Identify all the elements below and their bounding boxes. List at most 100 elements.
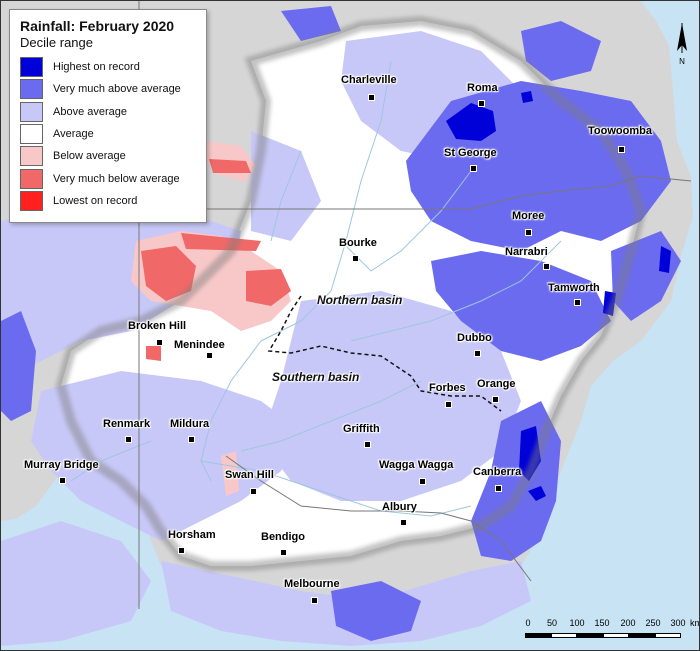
legend-swatch [20,190,43,211]
place-label: Griffith [343,423,380,435]
place-marker [543,263,550,270]
place-label: Roma [467,82,498,94]
place-roma: Roma [467,82,498,107]
legend-label: Lowest on record [53,194,138,207]
place-marker [156,339,163,346]
scale-segment [629,633,655,638]
place-marker [478,100,485,107]
place-label: Tamworth [548,282,600,294]
place-horsham: Horsham [168,529,216,554]
legend-item-very-much-above: Very much above average [20,78,196,100]
place-bendigo: Bendigo [261,531,305,556]
scale-label: 50 [546,618,558,628]
place-label: Melbourne [284,578,340,590]
scale-bar: 0 50 100 150 200 250 300 km [525,618,699,641]
place-label: Horsham [168,529,216,541]
place-marker [311,597,318,604]
place-marker [419,478,426,485]
place-melbourne: Melbourne [284,578,340,604]
place-label: Narrabri [505,246,548,258]
basin-divider [267,295,502,412]
scale-segment [577,633,603,638]
map-title: Rainfall: February 2020 [20,18,175,34]
place-marker [280,549,287,556]
place-marker [474,350,481,357]
legend-swatch [20,146,43,167]
place-narrabri: Narrabri [505,246,550,270]
place-swan-hill: Swan Hill [225,469,274,495]
place-marker [125,436,132,443]
scale-label: 100 [569,618,585,628]
place-marker [364,441,371,448]
place-bourke: Bourke [339,237,377,262]
place-label: Renmark [103,418,151,430]
scale-label: 300 [670,618,686,628]
place-label: Dubbo [457,332,492,344]
legend-swatch [20,57,43,78]
place-mildura: Mildura [170,418,210,443]
legend-label: Below average [53,150,126,163]
legend-swatch [20,124,43,145]
place-label: Murray Bridge [24,459,99,471]
place-label: Bourke [339,237,377,249]
north-label: N [679,57,685,66]
place-charleville: Charleville [341,74,397,101]
legend-item-very-much-below: Very much below average [20,167,196,189]
legend-item-average: Average [20,123,196,145]
legend: Rainfall: February 2020 Decile range Hig… [9,9,207,223]
scale-label: 250 [645,618,661,628]
place-label: Canberra [473,466,522,478]
place-dubbo: Dubbo [457,332,492,357]
place-marker [470,165,477,172]
place-marker [250,488,257,495]
northern-basin-label: Northern basin [317,293,403,307]
place-marker [206,352,213,359]
legend-item-above: Above average [20,101,196,123]
place-orange: Orange [477,378,516,403]
place-marker [574,299,581,306]
place-albury: Albury [382,501,417,526]
scale-label: 150 [594,618,610,628]
place-label: Bendigo [261,531,305,543]
place-label: Mildura [170,418,210,430]
place-label: Broken Hill [128,320,187,332]
place-menindee: Menindee [174,339,225,359]
legend-label: Above average [53,105,127,118]
place-griffith: Griffith [343,423,380,448]
place-label: Moree [512,210,545,222]
place-marker [59,477,66,484]
legend-label: Highest on record [53,61,140,74]
place-label: Forbes [429,382,466,394]
legend-label: Very much above average [53,83,181,96]
legend-item-lowest: Lowest on record [20,190,196,212]
legend-swatch [20,79,43,100]
scale-label: 0 [525,618,531,628]
basin-boundary [55,15,647,571]
scale-segment [655,633,681,638]
legend-label: Very much below average [53,172,180,185]
legend-item-below: Below average [20,145,196,167]
place-marker [492,396,499,403]
place-marker [368,94,375,101]
place-murray-bridge: Murray Bridge [24,459,99,484]
place-marker [525,229,532,236]
place-label: Toowoomba [588,125,652,137]
place-st-george: St George [444,147,497,172]
legend-swatch [20,168,43,189]
legend-swatch [20,101,43,122]
place-marker [352,255,359,262]
place-marker [445,401,452,408]
place-marker [618,146,625,153]
legend-label: Average [53,128,94,141]
place-label: Wagga Wagga [379,459,454,471]
place-renmark: Renmark [103,418,151,443]
place-broken-hill: Broken Hill [128,320,187,346]
legend-item-highest: Highest on record [20,56,196,78]
place-moree: Moree [512,210,545,236]
place-marker [178,547,185,554]
place-label: Albury [382,501,417,513]
place-label: Menindee [174,339,225,351]
north-arrow-icon: N [673,21,691,67]
scale-segment [603,633,629,638]
